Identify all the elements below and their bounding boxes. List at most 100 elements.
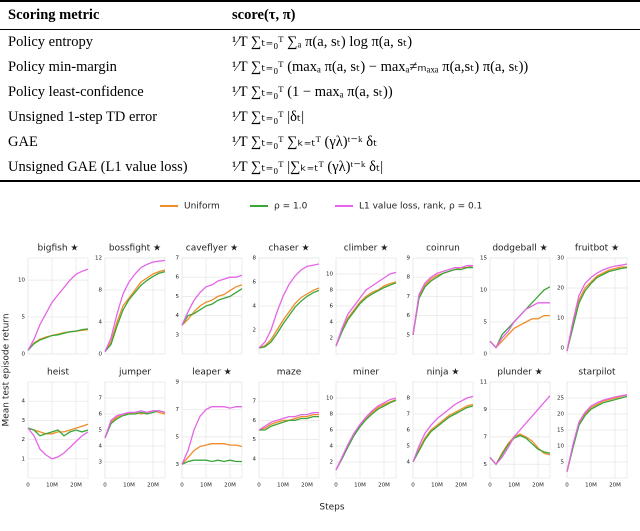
- y-tick-label: 10: [326, 272, 333, 278]
- y-tick-label: 0: [484, 352, 488, 358]
- x-tick-label: 0: [26, 483, 30, 489]
- y-tick-label: 4: [330, 320, 334, 326]
- series-line: [566, 395, 628, 472]
- x-tick-label: 10M: [585, 483, 597, 489]
- series-line: [181, 459, 242, 465]
- y-tick-label: 4: [99, 444, 103, 450]
- y-tick-label: 4: [22, 399, 26, 405]
- chart-title: ninja ★: [427, 368, 460, 378]
- y-tick-label: 6: [407, 428, 411, 434]
- y-tick-label: 5: [484, 320, 488, 326]
- chart-title: caveflyer ★: [186, 244, 239, 254]
- series-line: [27, 427, 89, 460]
- series-line: [104, 269, 166, 352]
- table-row: Unsigned GAE (L1 value loss) ¹⁄T ∑ₜ₌₀ᵀ |∑…: [0, 155, 640, 181]
- series-line: [412, 395, 474, 463]
- y-tick-label: 2: [22, 437, 26, 443]
- x-tick-label: 0: [257, 483, 261, 489]
- x-tick-label: 20M: [301, 483, 313, 489]
- y-axis-label: Mean test episode return: [2, 313, 12, 426]
- series-line: [27, 427, 89, 437]
- x-tick-label: 20M: [532, 483, 544, 489]
- y-tick-label: 7: [253, 399, 257, 405]
- y-tick-label: 10: [557, 316, 564, 322]
- x-tick-label: 20M: [147, 483, 159, 489]
- y-tick-label: 2: [330, 336, 334, 342]
- y-tick-label: 7: [484, 434, 488, 440]
- x-tick-label: 10M: [123, 483, 135, 489]
- x-tick-label: 20M: [378, 483, 390, 489]
- series-line: [489, 434, 551, 466]
- series-line: [104, 259, 166, 352]
- y-tick-label: 4: [99, 320, 103, 326]
- y-tick-label: 10: [18, 278, 25, 284]
- series-line: [566, 266, 628, 352]
- series-line: [335, 397, 397, 471]
- y-tick-label: 6: [253, 418, 257, 424]
- chart-title: maze: [277, 368, 302, 378]
- series-line: [181, 274, 243, 326]
- y-tick-label: 15: [480, 256, 487, 262]
- series-line: [335, 281, 397, 347]
- chart-title: chaser ★: [268, 244, 309, 254]
- y-tick-label: 3: [99, 460, 103, 466]
- x-tick-label: 10M: [200, 483, 212, 489]
- header-cell: Scoring metric: [8, 7, 100, 23]
- x-tick-label: 0: [334, 483, 338, 489]
- y-tick-label: 12: [95, 256, 102, 262]
- series-line: [258, 289, 320, 349]
- y-tick-label: 3: [22, 418, 26, 424]
- x-tick-label: 20M: [455, 483, 467, 489]
- x-tick-label: 20M: [70, 483, 82, 489]
- y-tick-label: 9: [484, 407, 488, 413]
- x-axis-label: Steps: [319, 503, 344, 513]
- x-tick-label: 0: [565, 483, 569, 489]
- chart-title: climber ★: [344, 244, 389, 254]
- series-line: [258, 287, 320, 349]
- series-line: [489, 302, 550, 349]
- y-tick-label: 0: [99, 352, 103, 358]
- x-tick-label: 10M: [277, 483, 289, 489]
- chart-title: plunder ★: [497, 368, 543, 378]
- y-tick-label: 6: [253, 280, 257, 286]
- x-tick-label: 0: [103, 483, 107, 489]
- formula-cell: ¹⁄T ∑ₜ₌₀ᵀ |∑ₖ₌ₜᵀ (γλ)ᵗ⁻ᵏ δₜ|: [232, 159, 384, 175]
- y-tick-label: 0: [561, 346, 565, 352]
- series-line: [181, 288, 243, 326]
- series-line: [489, 395, 551, 466]
- metric-cell: GAE: [8, 134, 38, 150]
- y-tick-label: 20: [557, 286, 564, 292]
- series-line: [27, 423, 89, 435]
- series-line: [104, 410, 166, 439]
- y-tick-label: 3: [176, 462, 180, 468]
- y-tick-label: 8: [330, 412, 334, 418]
- y-tick-label: 20: [557, 412, 564, 418]
- series-line: [258, 263, 320, 349]
- series-line: [27, 328, 89, 351]
- series-line: [335, 271, 397, 347]
- y-tick-label: 4: [176, 313, 180, 319]
- series-line: [566, 266, 627, 352]
- y-tick-label: 4: [330, 444, 334, 450]
- table-row: Policy least-confidence ¹⁄T ∑ₜ₌₀ᵀ (1 − ma…: [0, 80, 640, 105]
- series-line: [412, 265, 473, 335]
- y-tick-label: 4: [407, 460, 411, 466]
- y-tick-label: 8: [253, 256, 257, 262]
- y-tick-label: 6: [330, 428, 334, 434]
- legend-label: L1 value loss, rank, ρ = 0.1: [359, 202, 482, 212]
- series-line: [566, 263, 628, 352]
- table-row: Unsigned 1-step TD error ¹⁄T ∑ₜ₌₀ᵀ |δₜ|: [0, 105, 640, 130]
- metric-cell: Policy min-margin: [8, 59, 117, 75]
- y-tick-label: 8: [407, 275, 411, 281]
- series-line: [259, 415, 319, 431]
- header-row: Scoring metric score(τ, π): [0, 1, 640, 30]
- y-tick-label: 15: [557, 428, 564, 434]
- y-tick-label: 5: [253, 437, 257, 443]
- y-tick-label: 7: [99, 396, 103, 402]
- y-tick-label: 7: [176, 256, 180, 262]
- chart-title: heist: [47, 368, 69, 378]
- y-tick-label: 2: [330, 460, 334, 466]
- y-tick-label: 7: [407, 294, 411, 300]
- metric-cell: Policy least-confidence: [8, 84, 144, 100]
